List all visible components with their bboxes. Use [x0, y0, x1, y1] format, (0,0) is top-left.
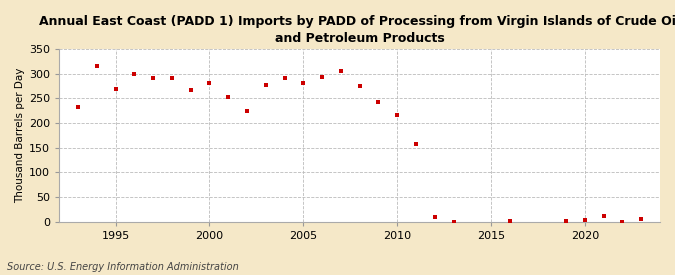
- Text: Source: U.S. Energy Information Administration: Source: U.S. Energy Information Administ…: [7, 262, 238, 272]
- Point: [298, 80, 308, 85]
- Point: [148, 75, 159, 80]
- Point: [279, 75, 290, 80]
- Point: [504, 219, 515, 223]
- Y-axis label: Thousand Barrels per Day: Thousand Barrels per Day: [15, 68, 25, 203]
- Point: [317, 75, 327, 79]
- Point: [261, 83, 271, 88]
- Point: [354, 84, 365, 88]
- Point: [223, 95, 234, 99]
- Point: [448, 219, 459, 224]
- Point: [91, 64, 102, 68]
- Point: [580, 218, 591, 222]
- Point: [335, 68, 346, 73]
- Point: [392, 113, 402, 117]
- Title: Annual East Coast (PADD 1) Imports by PADD of Processing from Virgin Islands of : Annual East Coast (PADD 1) Imports by PA…: [39, 15, 675, 45]
- Point: [410, 142, 421, 146]
- Point: [167, 75, 178, 80]
- Point: [204, 80, 215, 85]
- Point: [110, 87, 121, 92]
- Point: [429, 214, 440, 219]
- Point: [373, 100, 384, 104]
- Point: [186, 88, 196, 92]
- Point: [598, 214, 609, 218]
- Point: [73, 105, 84, 109]
- Point: [129, 72, 140, 76]
- Point: [242, 108, 252, 113]
- Point: [617, 219, 628, 224]
- Point: [636, 217, 647, 221]
- Point: [561, 219, 572, 223]
